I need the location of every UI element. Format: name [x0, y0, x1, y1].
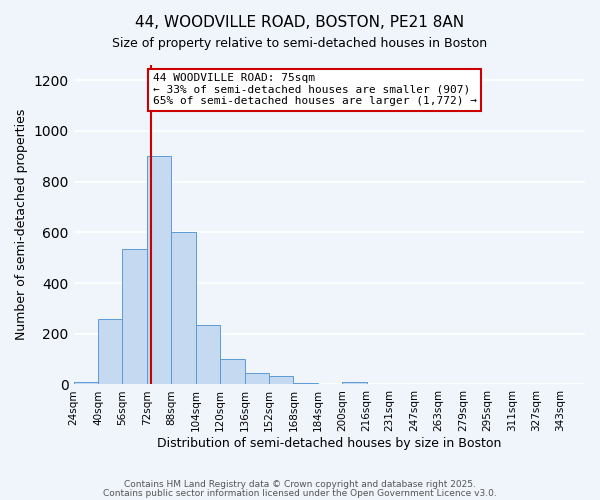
Bar [196, 325, 220, 384]
Bar [98, 318, 122, 384]
Text: 44, WOODVILLE ROAD, BOSTON, PE21 8AN: 44, WOODVILLE ROAD, BOSTON, PE21 8AN [136, 15, 464, 30]
Bar [122, 249, 147, 384]
Bar [147, 156, 171, 384]
Bar [342, 382, 367, 384]
Bar [220, 359, 245, 384]
Bar [74, 382, 98, 384]
X-axis label: Distribution of semi-detached houses by size in Boston: Distribution of semi-detached houses by … [157, 437, 502, 450]
Bar [269, 376, 293, 384]
Text: Contains public sector information licensed under the Open Government Licence v3: Contains public sector information licen… [103, 488, 497, 498]
Bar [171, 232, 196, 384]
Text: 44 WOODVILLE ROAD: 75sqm
← 33% of semi-detached houses are smaller (907)
65% of : 44 WOODVILLE ROAD: 75sqm ← 33% of semi-d… [153, 73, 477, 106]
Y-axis label: Number of semi-detached properties: Number of semi-detached properties [15, 109, 28, 340]
Text: Contains HM Land Registry data © Crown copyright and database right 2025.: Contains HM Land Registry data © Crown c… [124, 480, 476, 489]
Text: Size of property relative to semi-detached houses in Boston: Size of property relative to semi-detach… [112, 38, 488, 51]
Bar [245, 372, 269, 384]
Bar [293, 383, 318, 384]
